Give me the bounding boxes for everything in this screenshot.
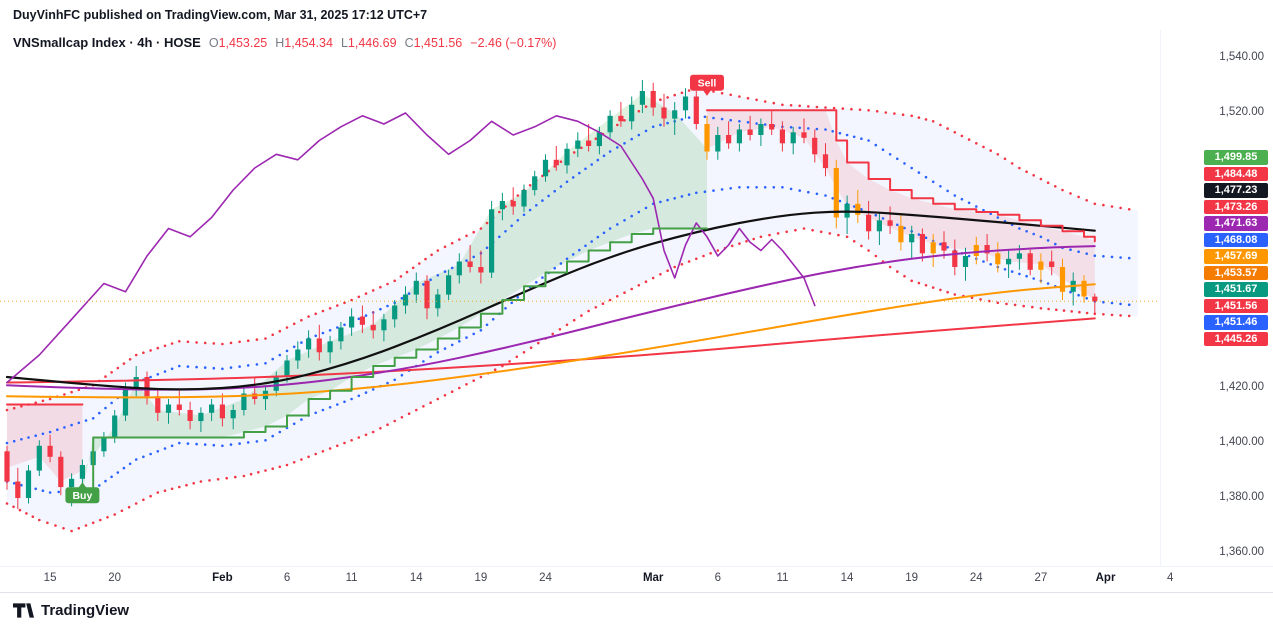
current-price-badge: 1,451.56: [1204, 298, 1268, 313]
time-axis-label: 27: [1034, 572, 1048, 584]
low-value: 1,446.69: [347, 36, 397, 50]
time-axis-label: 19: [474, 572, 488, 584]
close-value: 1,451.56: [413, 36, 463, 50]
time-axis[interactable]: 15 20 Feb 6 11 14 19 24 Mar 6 11 14 19 24 27 Apr 4: [0, 566, 1273, 593]
open-label: O: [208, 36, 219, 50]
chart-svg[interactable]: Sell Buy: [0, 30, 1160, 566]
indicator-price-badge: 1,453.57: [1204, 265, 1268, 280]
time-axis-label: 19: [905, 572, 919, 584]
time-axis-label: 14: [409, 572, 423, 584]
indicator-price-badge: 1,445.26: [1204, 331, 1268, 346]
svg-text:Buy: Buy: [72, 490, 92, 502]
indicator-price-badge: 1,471.63: [1204, 216, 1268, 231]
time-axis-label: 11: [776, 572, 789, 584]
time-axis-label: 14: [840, 572, 854, 584]
high-label: H: [275, 36, 285, 50]
time-axis-label: 6: [714, 572, 722, 584]
price-axis-label: 1,540.00: [1219, 51, 1264, 63]
price-axis-label: 1,360.00: [1219, 546, 1264, 558]
footer-bar: TradingView: [0, 592, 1273, 627]
indicator-price-badge: 1,473.26: [1204, 199, 1268, 214]
publication-text: DuyVinhFC published on TradingView.com, …: [13, 8, 428, 22]
time-axis-label: Feb: [212, 572, 233, 584]
price-axis-label: 1,400.00: [1219, 436, 1264, 448]
price-axis[interactable]: 1,540.00 1,520.00 1,420.00 1,400.00 1,380.00…: [1160, 30, 1273, 566]
time-axis-label: 24: [969, 572, 983, 584]
indicator-price-badge: 1,451.67: [1204, 282, 1268, 297]
indicator-price-badge: 1,477.23: [1204, 183, 1268, 198]
symbol-title: VNSmallcap Index · 4h · HOSE: [13, 35, 201, 50]
indicator-price-badge: 1,468.08: [1204, 232, 1268, 247]
indicator-price-badge: 1,484.48: [1204, 166, 1268, 181]
time-axis-label: 11: [345, 572, 358, 584]
open-value: 1,453.25: [218, 36, 268, 50]
time-axis-label: 4: [1166, 572, 1174, 584]
tradingview-logo-icon[interactable]: [13, 602, 34, 618]
indicator-price-badge: 1,499.85: [1204, 150, 1268, 165]
price-axis-label: 1,520.00: [1219, 106, 1264, 118]
time-axis-label: 24: [539, 572, 552, 584]
high-value: 1,454.34: [284, 36, 333, 50]
low-label: L: [340, 36, 348, 50]
close-label: C: [404, 36, 414, 50]
time-axis-label: Mar: [642, 572, 664, 584]
price-axis-label: 1,420.00: [1219, 381, 1264, 393]
price-chart-canvas[interactable]: Sell Buy: [0, 30, 1160, 566]
time-axis-label: Apr: [1095, 572, 1116, 584]
time-axis-label: 20: [108, 572, 122, 584]
symbol-legend[interactable]: VNSmallcap Index · 4h · HOSE O 1,453.25 H…: [13, 35, 556, 50]
publication-bar: DuyVinhFC published on TradingView.com, …: [0, 0, 1273, 30]
tradingview-brand[interactable]: TradingView: [41, 601, 130, 619]
svg-text:Sell: Sell: [698, 77, 717, 89]
change-value: −2.46 (−0.17%): [470, 36, 557, 50]
price-axis-label: 1,380.00: [1219, 491, 1264, 503]
indicator-price-badge: 1,457.69: [1204, 249, 1268, 264]
time-axis-label: 6: [283, 572, 291, 584]
indicator-price-badge: 1,451.46: [1204, 315, 1268, 330]
time-axis-label: 15: [43, 572, 57, 584]
chart-area: Sell Buy VNSmallcap Index · 4h · HOSE O 1,…: [0, 30, 1273, 566]
